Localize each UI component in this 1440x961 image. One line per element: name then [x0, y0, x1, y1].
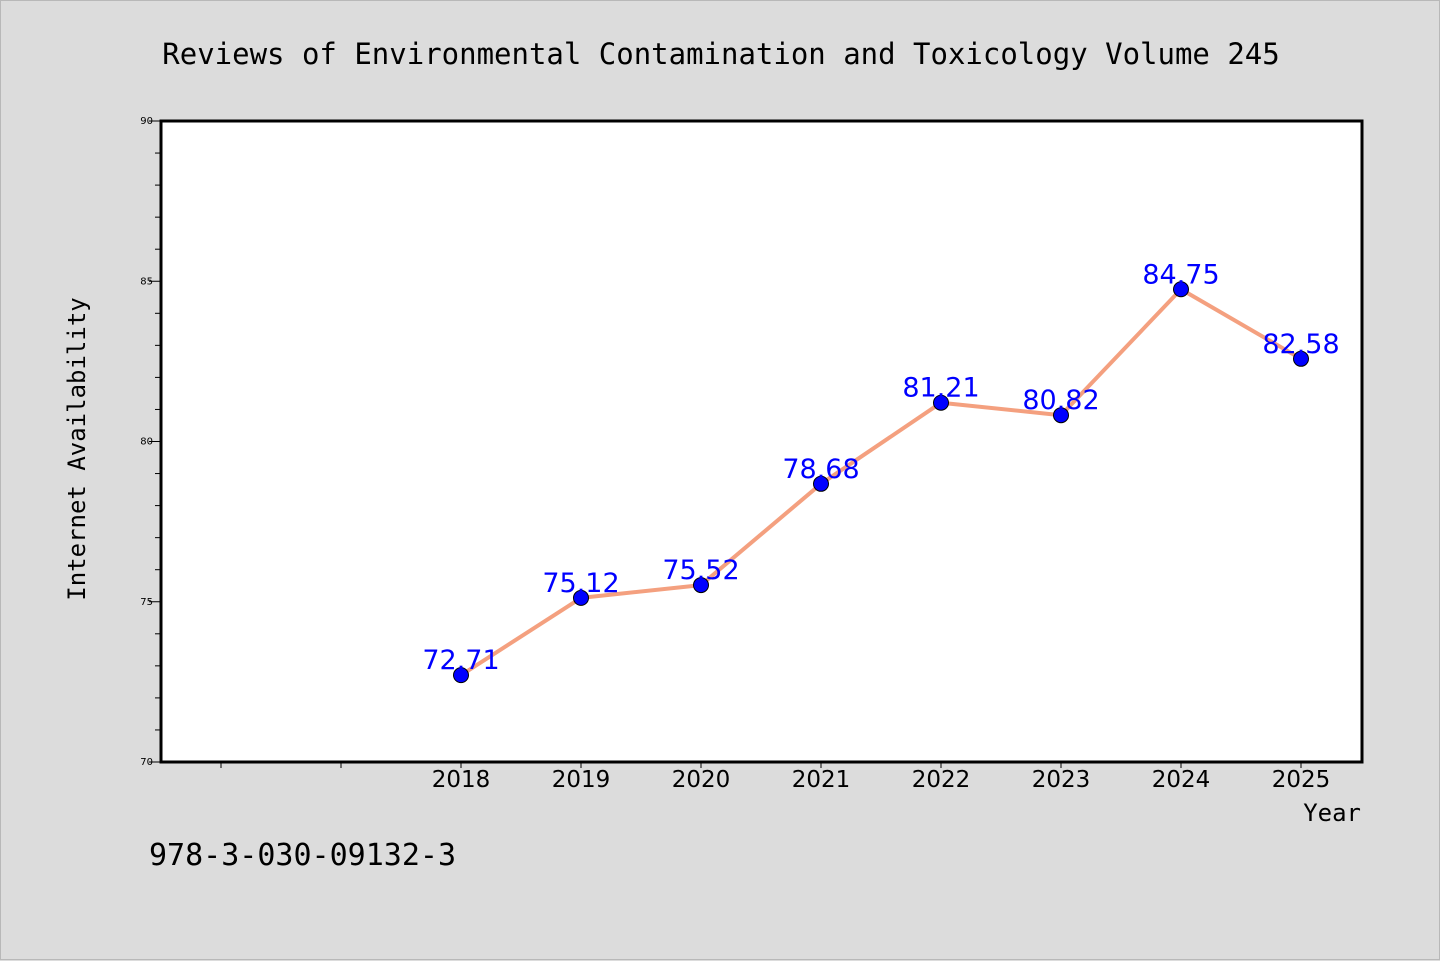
- plot-area: [159, 119, 1364, 764]
- x-tick-label: 2023: [1032, 767, 1091, 793]
- x-tick-label: 2022: [912, 767, 971, 793]
- x-axis-ticks: 2018 2019 2020 2021 2022 2023 2024 2025: [220, 762, 1331, 793]
- data-point: [813, 475, 829, 492]
- isbn-text: 978-3-030-09132-3: [149, 838, 456, 873]
- data-point: [1293, 350, 1309, 367]
- data-point: [1173, 281, 1189, 298]
- x-tick-label: 2019: [552, 767, 611, 793]
- y-tick-label: 85: [140, 276, 153, 287]
- y-axis-ticks: 70 75 80 85 90: [140, 116, 161, 768]
- data-point: [693, 577, 709, 594]
- data-label: 80.82: [1022, 385, 1099, 416]
- data-label: 75.12: [542, 568, 619, 599]
- data-point: [573, 589, 589, 606]
- x-tick-label: 2024: [1152, 767, 1211, 793]
- chart-title: Reviews of Environmental Contamination a…: [162, 37, 1279, 71]
- y-tick-label: 70: [140, 757, 153, 768]
- x-tick-label: 2025: [1272, 767, 1331, 793]
- series-markers-group: [453, 281, 1309, 684]
- data-label: 72.71: [422, 645, 499, 676]
- data-point: [933, 394, 949, 411]
- y-tick-label: 75: [140, 597, 153, 608]
- y-tick-label: 90: [140, 116, 153, 127]
- data-label: 78.68: [782, 454, 859, 485]
- data-point: [1053, 407, 1069, 424]
- data-label: 82.58: [1262, 329, 1339, 360]
- data-point: [453, 667, 469, 684]
- data-label: 81.21: [902, 373, 979, 404]
- series-line: [459, 287, 1303, 678]
- x-tick-label: 2018: [432, 767, 491, 793]
- data-label: 84.75: [1142, 259, 1219, 290]
- x-tick-label: 2021: [792, 767, 851, 793]
- y-tick-label: 80: [140, 437, 153, 448]
- data-labels-group: 72.71 75.12 75.52 78.68 81.21 80.82 84.75 82.58: [422, 259, 1339, 676]
- x-tick-label: 2020: [672, 767, 731, 793]
- y-axis-label: Internet Availability: [63, 297, 91, 600]
- data-label: 75.52: [662, 555, 739, 586]
- series-line-group: [459, 287, 1303, 678]
- x-axis-label: Year: [1303, 799, 1361, 827]
